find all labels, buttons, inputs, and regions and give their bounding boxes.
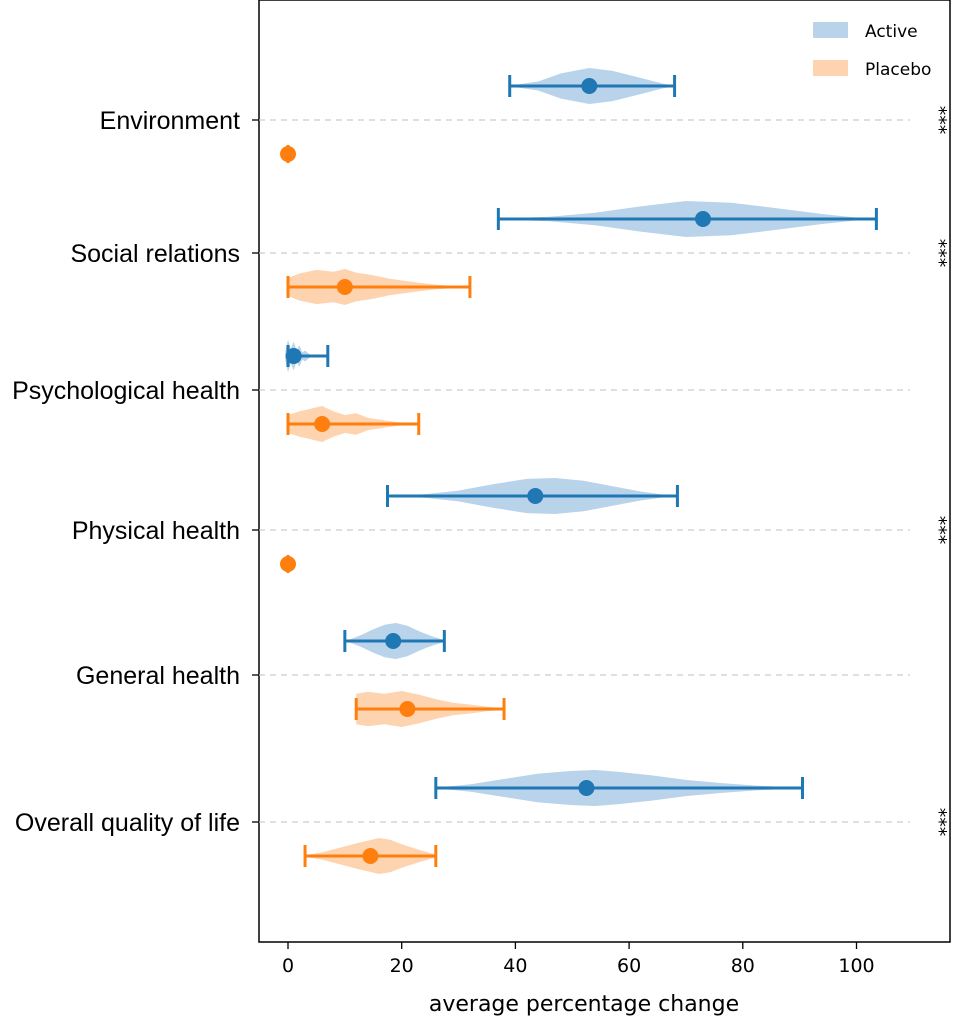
gridlines	[252, 119, 910, 823]
x-axis-title: average percentage change	[429, 992, 739, 1017]
category-label-physical-health: Physical health	[72, 517, 240, 545]
placebo-psychological-health-mean-point	[314, 416, 331, 432]
legend: Active Placebo	[813, 22, 931, 80]
legend-label-active: Active	[865, 22, 918, 42]
significance-physical-health: ***	[928, 516, 950, 545]
significance-social-relations: ***	[928, 239, 950, 268]
category-label-general-health: General health	[76, 662, 240, 690]
active-social-relations-mean-point	[695, 211, 712, 227]
active-overall-quality-of-life-mean-point	[578, 780, 595, 796]
placebo-environment-mean-point	[280, 146, 296, 162]
legend-label-placebo: Placebo	[865, 60, 931, 80]
category-label-social-relations: Social relations	[70, 240, 240, 268]
placebo-general-health-mean-point	[399, 701, 416, 717]
error-bar-layer	[280, 75, 878, 867]
plot-frame	[258, 0, 951, 943]
x-tick-label-100: 100	[838, 955, 874, 977]
x-axis: 0 20 40 60 80 100	[282, 942, 875, 977]
significance-markers: *** *** *** ***	[928, 106, 950, 837]
placebo-physical-health-mean-point	[280, 556, 296, 572]
category-label-psychological-health: Psychological health	[12, 377, 240, 405]
active-general-health-mean-point	[385, 633, 402, 649]
active-environment-mean-point	[581, 78, 598, 94]
x-tick-label-40: 40	[503, 955, 527, 977]
category-label-overall-quality-of-life: Overall quality of life	[15, 809, 240, 837]
x-tick-label-20: 20	[390, 955, 414, 977]
active-physical-health-mean-point	[527, 488, 544, 504]
x-tick-label-0: 0	[282, 955, 294, 977]
significance-overall-quality-of-life: ***	[928, 808, 950, 837]
legend-swatch-active	[813, 22, 848, 38]
legend-swatch-placebo	[813, 60, 848, 76]
placebo-social-relations-mean-point	[336, 279, 353, 295]
x-tick-label-80: 80	[731, 955, 755, 977]
category-labels: Environment Social relations Psychological…	[12, 107, 240, 837]
placebo-overall-quality-of-life-mean-point	[362, 848, 379, 864]
significance-environment: ***	[928, 106, 950, 135]
x-tick-label-60: 60	[617, 955, 641, 977]
active-psychological-health-mean-point	[285, 348, 302, 364]
category-label-environment: Environment	[100, 107, 240, 135]
violin-layer	[285, 68, 877, 874]
